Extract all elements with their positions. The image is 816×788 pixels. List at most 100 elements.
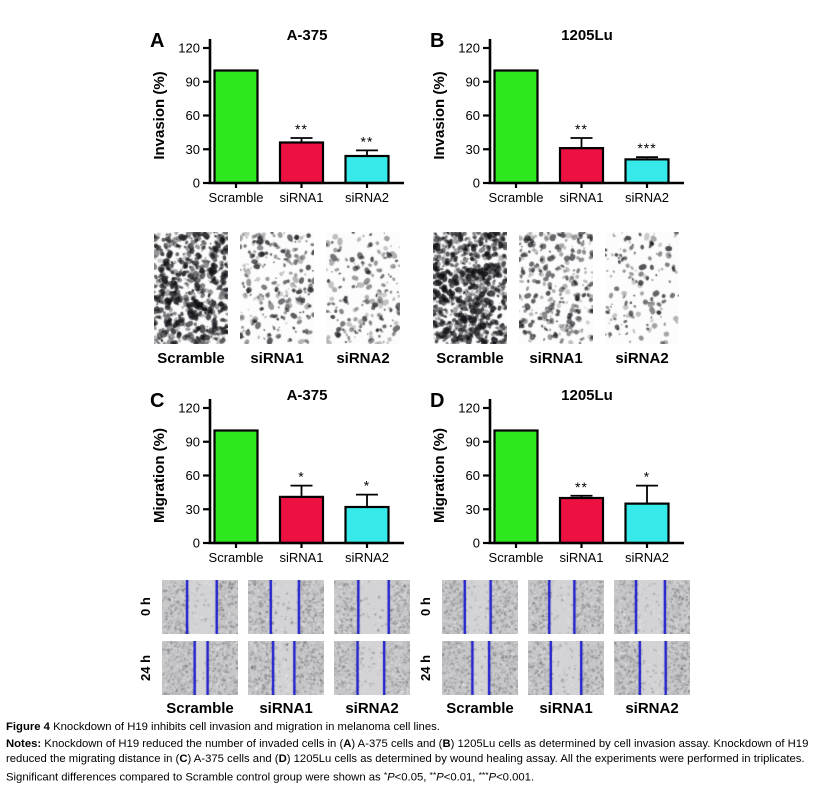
svg-text:siRNA2: siRNA2 — [625, 190, 669, 205]
svg-text:Migration (%): Migration (%) — [151, 428, 168, 523]
svg-text:120: 120 — [458, 41, 480, 56]
figure-caption: Figure 4 Knockdown of H19 inhibits cell … — [6, 720, 810, 786]
svg-text:siRNA1: siRNA1 — [279, 550, 323, 565]
image-label: siRNA1 — [539, 700, 593, 717]
svg-text:Scramble: Scramble — [209, 550, 264, 565]
svg-text:**: ** — [575, 121, 588, 137]
wound-image-labels: Scramble siRNA1 siRNA2 — [442, 700, 690, 717]
svg-text:A-375: A-375 — [287, 387, 328, 404]
svg-text:90: 90 — [466, 74, 480, 89]
image-label: Scramble — [446, 700, 514, 717]
svg-text:0: 0 — [473, 536, 480, 551]
svg-text:120: 120 — [178, 401, 200, 416]
svg-text:Scramble: Scramble — [489, 190, 544, 205]
svg-text:90: 90 — [186, 74, 200, 89]
wound-image — [334, 580, 410, 634]
svg-text:30: 30 — [186, 502, 200, 517]
invasion-image-labels: Scramble siRNA1 siRNA2 — [154, 350, 404, 367]
wound-row-label-24h: 24 h — [418, 655, 433, 682]
svg-text:1205Lu: 1205Lu — [561, 387, 613, 404]
invasion-image — [154, 232, 228, 344]
bar-chart: A-375 Migration (%) 0 30 60 90 120 Scramble * siR… — [148, 378, 424, 587]
migration-charts-row: C A-375 Migration (%) 0 30 60 90 120 Scramble * s… — [148, 378, 704, 582]
svg-text:0: 0 — [473, 176, 480, 191]
svg-text:**: ** — [575, 479, 588, 495]
svg-text:Invasion (%): Invasion (%) — [431, 71, 448, 159]
svg-text:*: * — [298, 469, 304, 485]
svg-text:***: *** — [637, 140, 656, 156]
svg-text:siRNA1: siRNA1 — [559, 190, 603, 205]
svg-text:30: 30 — [186, 142, 200, 157]
wound-row-label-0h: 0 h — [138, 597, 153, 617]
panel-letter-C: C — [150, 390, 165, 412]
image-label: siRNA1 — [250, 350, 304, 367]
wound-images-1205lu: 0 h 24 h Scramble siRNA1 siRNA2 — [418, 580, 690, 717]
wound-image — [442, 580, 518, 634]
invasion-image — [519, 232, 593, 344]
invasion-images-a375: Scramble siRNA1 siRNA2 — [154, 232, 404, 367]
bar-chart: 1205Lu Invasion (%) 0 30 60 90 120 Scramble ** si… — [428, 18, 704, 227]
wound-grid: 0 h 24 h — [418, 580, 690, 695]
wound-row-label-24h: 24 h — [138, 655, 153, 682]
svg-text:siRNA2: siRNA2 — [345, 550, 389, 565]
svg-text:30: 30 — [466, 142, 480, 157]
svg-text:60: 60 — [466, 108, 480, 123]
svg-text:**: ** — [295, 121, 308, 137]
wound-images-a375: 0 h 24 h Scramble siRNA1 siRNA2 — [138, 580, 410, 717]
panel-A: A A-375 Invasion (%) 0 30 60 90 120 Scramble ** s… — [148, 18, 424, 222]
invasion-image — [240, 232, 314, 344]
wound-image — [162, 641, 238, 695]
panel-letter-B: B — [430, 30, 445, 52]
bar-chart: 1205Lu Migration (%) 0 30 60 90 120 Scramble ** s… — [428, 378, 704, 587]
invasion-image-labels: Scramble siRNA1 siRNA2 — [433, 350, 683, 367]
image-label: siRNA2 — [625, 700, 679, 717]
svg-text:siRNA2: siRNA2 — [345, 190, 389, 205]
image-label: Scramble — [157, 350, 225, 367]
svg-text:30: 30 — [466, 502, 480, 517]
svg-text:60: 60 — [466, 468, 480, 483]
svg-text:120: 120 — [458, 401, 480, 416]
image-label: siRNA2 — [615, 350, 669, 367]
svg-text:*: * — [364, 478, 370, 494]
invasion-image — [433, 232, 507, 344]
wound-image-labels: Scramble siRNA1 siRNA2 — [162, 700, 410, 717]
invasion-images-1205lu: Scramble siRNA1 siRNA2 — [433, 232, 683, 367]
bar-chart: A-375 Invasion (%) 0 30 60 90 120 Scramble ** siR… — [148, 18, 424, 227]
wound-image — [248, 641, 324, 695]
wound-image — [442, 641, 518, 695]
image-label: siRNA2 — [336, 350, 390, 367]
invasion-image-strip — [154, 232, 404, 344]
caption-notes: Notes: Knockdown of H19 reduced the numb… — [6, 737, 809, 784]
svg-text:Migration (%): Migration (%) — [431, 428, 448, 523]
svg-text:siRNA1: siRNA1 — [559, 550, 603, 565]
svg-text:90: 90 — [186, 434, 200, 449]
invasion-image — [326, 232, 400, 344]
panel-B: B 1205Lu Invasion (%) 0 30 60 90 120 Scramble **… — [428, 18, 704, 222]
caption-title: Figure 4 Knockdown of H19 inhibits cell … — [6, 721, 440, 733]
svg-text:Scramble: Scramble — [209, 190, 264, 205]
image-label: siRNA1 — [529, 350, 583, 367]
wound-image — [334, 641, 410, 695]
panel-letter-A: A — [150, 30, 165, 52]
invasion-image — [605, 232, 679, 344]
panel-C: C A-375 Migration (%) 0 30 60 90 120 Scramble * s… — [148, 378, 424, 582]
svg-text:**: ** — [361, 133, 374, 149]
invasion-charts-row: A A-375 Invasion (%) 0 30 60 90 120 Scramble ** s… — [148, 18, 704, 222]
svg-text:60: 60 — [186, 108, 200, 123]
svg-text:1205Lu: 1205Lu — [561, 27, 613, 44]
svg-text:siRNA1: siRNA1 — [279, 190, 323, 205]
wound-image — [614, 641, 690, 695]
panel-letter-D: D — [430, 390, 445, 412]
image-label: Scramble — [436, 350, 504, 367]
svg-text:0: 0 — [193, 176, 200, 191]
image-label: Scramble — [166, 700, 234, 717]
image-label: siRNA2 — [345, 700, 399, 717]
svg-text:Invasion (%): Invasion (%) — [151, 71, 168, 159]
wound-image — [162, 580, 238, 634]
svg-text:0: 0 — [193, 536, 200, 551]
wound-grid: 0 h 24 h — [138, 580, 410, 695]
svg-text:A-375: A-375 — [287, 27, 328, 44]
panel-D: D 1205Lu Migration (%) 0 30 60 90 120 Scramble *… — [428, 378, 704, 582]
svg-text:siRNA2: siRNA2 — [625, 550, 669, 565]
